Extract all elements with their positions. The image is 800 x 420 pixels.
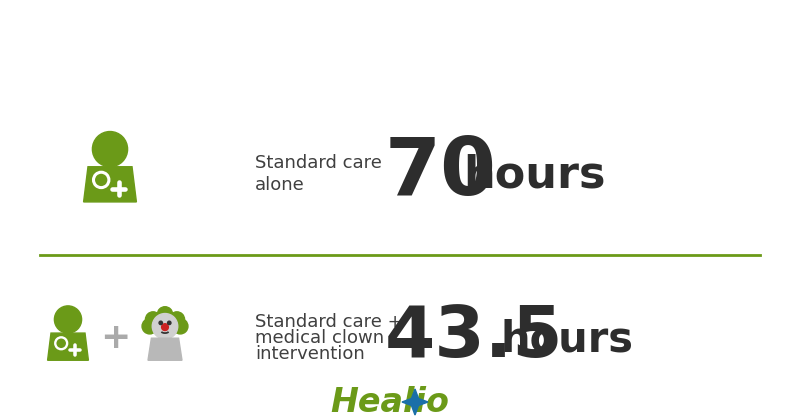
- Circle shape: [173, 319, 188, 334]
- Circle shape: [170, 312, 185, 327]
- Circle shape: [158, 307, 173, 322]
- Polygon shape: [48, 333, 89, 360]
- Polygon shape: [83, 167, 136, 202]
- Text: 43.5: 43.5: [385, 303, 563, 372]
- Text: +: +: [100, 320, 130, 354]
- Text: Standard care: Standard care: [255, 154, 382, 172]
- Text: medical clown: medical clown: [255, 328, 384, 346]
- Circle shape: [159, 321, 162, 325]
- Circle shape: [152, 313, 178, 339]
- Circle shape: [142, 319, 158, 334]
- Text: with community-acquired pneumonia:: with community-acquired pneumonia:: [170, 55, 630, 75]
- Circle shape: [93, 131, 128, 167]
- Text: intervention: intervention: [255, 344, 365, 362]
- Circle shape: [54, 306, 82, 333]
- Polygon shape: [148, 338, 182, 360]
- Text: Standard care +: Standard care +: [255, 312, 402, 331]
- Polygon shape: [402, 389, 428, 415]
- Circle shape: [146, 312, 161, 327]
- Text: alone: alone: [255, 176, 305, 194]
- Text: hours: hours: [463, 153, 606, 196]
- Circle shape: [162, 324, 169, 331]
- Circle shape: [167, 321, 171, 325]
- Text: hours: hours: [501, 319, 634, 361]
- Text: Healio: Healio: [330, 386, 449, 418]
- Text: Average hospitalization length among children/adolescents: Average hospitalization length among chi…: [40, 21, 760, 42]
- Text: 70: 70: [385, 134, 497, 212]
